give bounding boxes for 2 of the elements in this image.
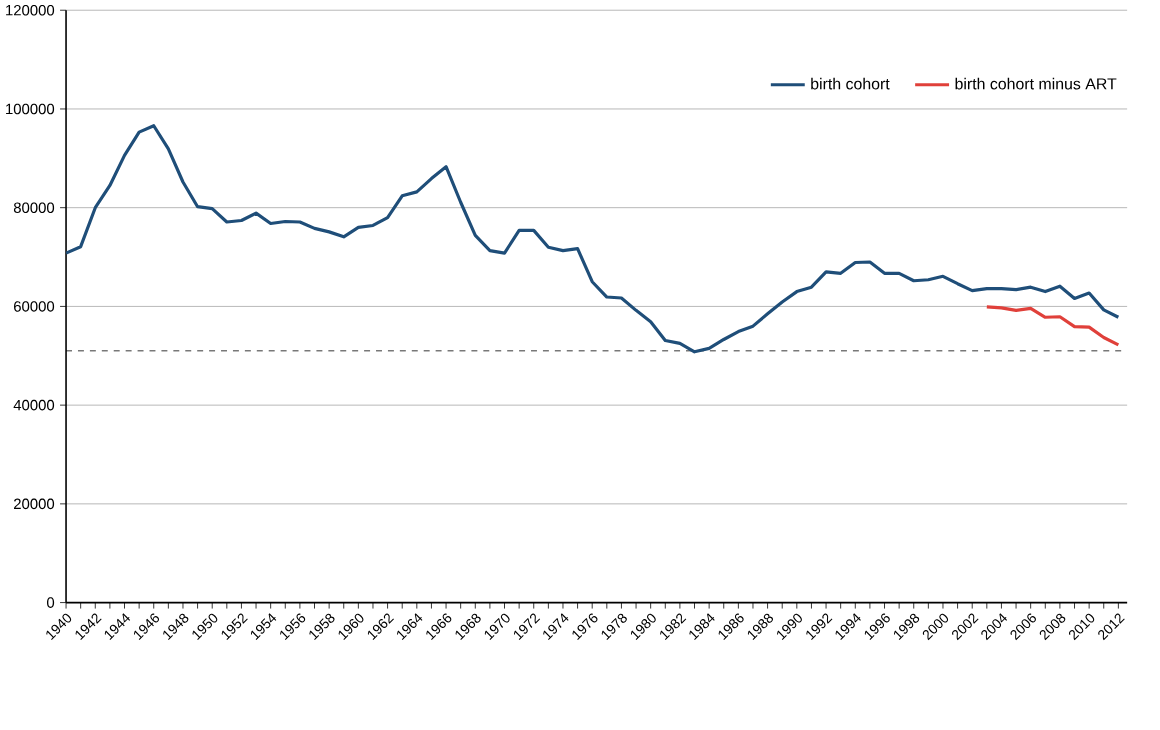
line-series [985, 304, 1120, 347]
line-series [66, 123, 1120, 353]
